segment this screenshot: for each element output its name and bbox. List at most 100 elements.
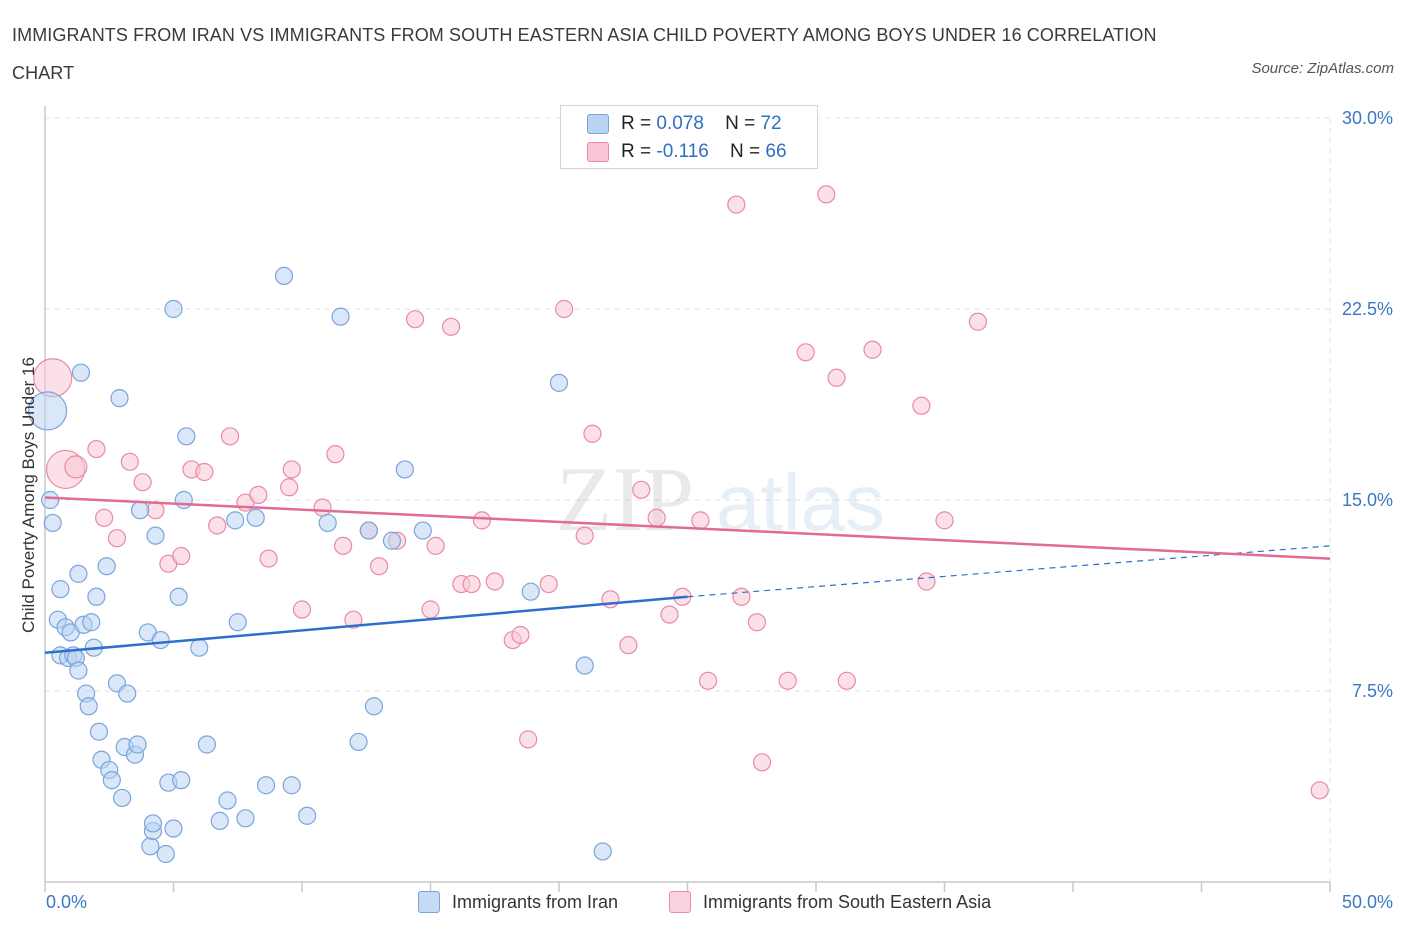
- sea-point: [313, 498, 332, 517]
- iran-point: [331, 307, 350, 326]
- bottom-sea-label: Immigrants from South Eastern Asia: [703, 891, 992, 912]
- sea-point: [827, 368, 846, 387]
- sea-point: [421, 600, 440, 619]
- sea-point: [917, 572, 936, 591]
- sea-point: [120, 452, 139, 471]
- sea-point: [555, 299, 574, 319]
- iran-point: [177, 427, 196, 446]
- sea-point: [441, 317, 461, 336]
- sea-point: [64, 455, 88, 479]
- sea-point: [752, 753, 772, 772]
- bottom-legend-sea: Immigrants from South Eastern Asia: [669, 890, 991, 914]
- sea-point: [747, 613, 766, 632]
- iran-point: [89, 722, 109, 741]
- sea-swatch: [587, 142, 609, 162]
- sea-point: [172, 546, 191, 566]
- legend-iran-r-value: 0.078: [656, 113, 704, 134]
- iran-point: [51, 580, 70, 599]
- iran-point: [593, 842, 612, 861]
- iran-point: [79, 697, 98, 716]
- legend-sea-r-value: -0.116: [656, 141, 709, 162]
- stats-legend: R = 0.078 N = 72 R = -0.116 N = 66: [560, 105, 818, 169]
- tick-labels: 7.5% 15.0% 22.5% 30.0% 0.0% 50.0%: [46, 108, 1393, 912]
- sea-point: [863, 340, 882, 359]
- sea-point: [778, 671, 797, 690]
- iran-point: [210, 811, 229, 830]
- iran-point: [575, 656, 594, 675]
- iran-point: [382, 531, 402, 550]
- iran-point: [395, 460, 414, 479]
- iran-point: [236, 809, 255, 828]
- legend-iran-n-value: 72: [760, 113, 782, 134]
- sea-point: [485, 572, 504, 591]
- sea-point: [280, 478, 299, 497]
- x-tick-label: 50.0%: [1342, 892, 1393, 912]
- bottom-legend-iran: Immigrants from Iran: [418, 890, 618, 914]
- sea-point: [647, 508, 666, 527]
- iran-swatch: [587, 114, 609, 134]
- chart-title: IMMIGRANTS FROM IRAN VS IMMIGRANTS FROM …: [12, 25, 1157, 83]
- sea-points: [33, 185, 1329, 800]
- iran-point: [146, 526, 165, 545]
- sea-point: [259, 549, 278, 568]
- iran-point: [521, 582, 540, 601]
- legend-sea-n-label: N =: [729, 141, 761, 162]
- y-tick-label: 30.0%: [1342, 108, 1393, 128]
- y-tick-label: 15.0%: [1342, 490, 1393, 510]
- sea-point: [107, 529, 127, 548]
- sea-point: [133, 473, 152, 492]
- legend-row-sea: R = -0.116 N = 66: [587, 140, 787, 164]
- iran-point: [169, 587, 188, 606]
- iran-point: [318, 513, 337, 533]
- sea-point: [583, 424, 602, 443]
- iran-trend-line: [44, 595, 688, 655]
- sea-point: [405, 310, 425, 329]
- iran-point: [359, 521, 378, 540]
- iran-point: [141, 837, 160, 856]
- sea-point: [796, 343, 815, 362]
- sea-point: [462, 574, 481, 594]
- sea-point: [195, 462, 214, 482]
- iran-point: [151, 630, 170, 650]
- legend-sea-n-value: 66: [765, 141, 787, 162]
- iran-point: [197, 735, 217, 754]
- legend-sea-r-label: R =: [621, 141, 652, 162]
- sea-point: [619, 636, 638, 655]
- iran-point: [549, 373, 569, 392]
- iran-point: [143, 814, 163, 833]
- iran-point: [69, 661, 88, 680]
- sea-point: [326, 445, 345, 464]
- iran-point: [128, 735, 147, 754]
- iran-point: [413, 521, 432, 540]
- sea-point: [344, 610, 363, 629]
- sea-point: [472, 511, 491, 530]
- legend-row-iran: R = 0.078 N = 72: [587, 112, 782, 136]
- iran-point: [298, 806, 317, 825]
- iran-point: [228, 613, 247, 632]
- iran-point: [190, 638, 209, 657]
- sea-point: [220, 427, 240, 446]
- iran-point: [274, 266, 294, 285]
- sea-point: [632, 480, 651, 499]
- sea-point: [426, 536, 445, 555]
- iran-point: [69, 564, 88, 583]
- iran-point: [156, 844, 175, 864]
- iran-point: [43, 513, 62, 533]
- sea-point: [575, 526, 594, 545]
- iran-point: [174, 490, 193, 510]
- iran-point: [218, 791, 237, 810]
- sea-point: [912, 396, 931, 415]
- sea-trend-line: [44, 496, 1331, 560]
- sea-point: [1310, 781, 1329, 800]
- y-axis-label: Child Poverty Among Boys Under 16: [19, 357, 38, 633]
- iran-point: [364, 697, 384, 716]
- iran-point: [226, 511, 245, 530]
- iran-point: [246, 508, 265, 527]
- sea-point: [282, 460, 301, 479]
- iran-trend-extension: [687, 545, 1331, 598]
- sea-point: [249, 485, 268, 505]
- iran-point: [97, 557, 116, 576]
- iran-points: [27, 266, 612, 864]
- sea-point: [691, 511, 710, 530]
